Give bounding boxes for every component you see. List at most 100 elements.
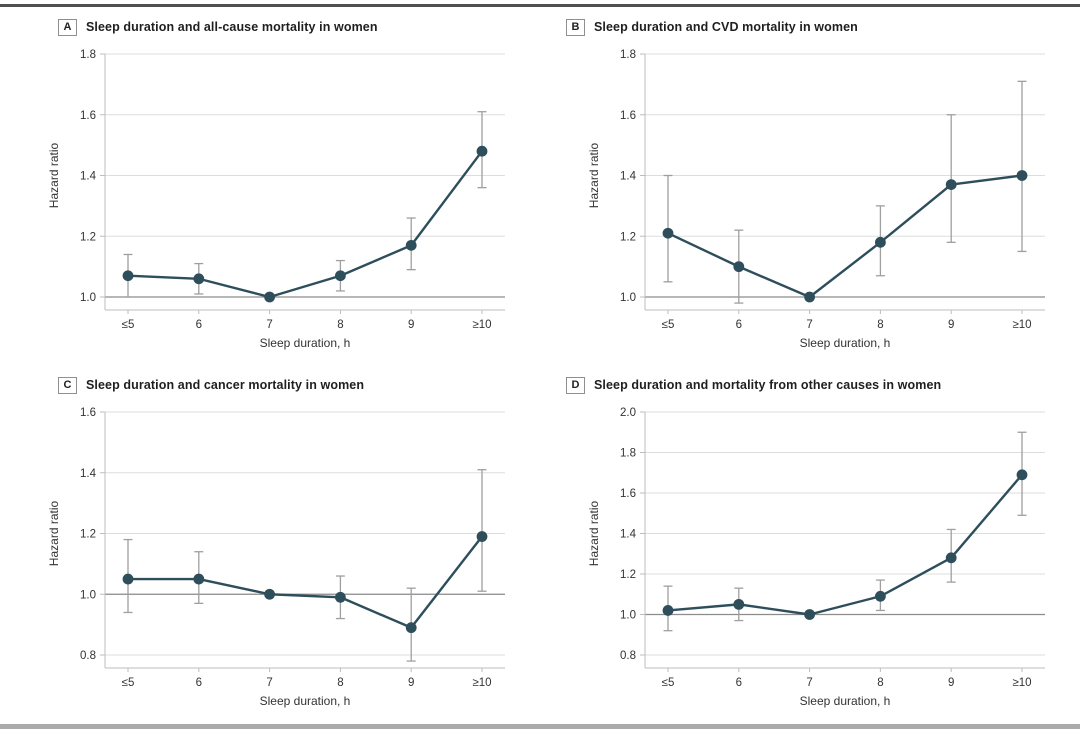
panel-a: A Sleep duration and all-cause mortality… [0,7,540,365]
y-tick-label: 1.0 [80,292,96,304]
x-tick-label: 9 [948,677,954,689]
x-axis-labels: ≤5 6 7 8 9 ≥10 [122,668,492,689]
data-point [733,261,745,273]
y-tick-label: 1.6 [80,110,96,122]
y-tick-label: 1.4 [80,171,97,183]
y-tick-label: 1.4 [620,529,637,541]
x-tick-label: 8 [337,677,343,689]
figure-bottom-rule [0,724,1080,729]
y-axis-title: Hazard ratio [47,501,61,567]
x-axis-title: Sleep duration, h [800,694,891,708]
data-point [662,605,674,616]
data-point [476,531,488,542]
data-points [662,170,1028,303]
x-tick-label: 7 [806,319,812,331]
x-tick-label: 8 [877,319,883,331]
x-axis-labels: ≤5 6 7 8 9 ≥10 [662,668,1032,689]
panel-d-label-box: D [566,376,585,394]
series-line [126,149,484,299]
data-point [804,609,815,620]
data-point [122,573,134,585]
y-axis-title: Hazard ratio [587,501,601,567]
panel-a-chart: 1.0 1.2 1.4 1.6 1.8 ≤5 6 7 8 9 ≥10 Sleep duration, … [47,49,505,350]
y-tick-label: 1.4 [620,171,637,183]
panel-a-label-box: A [58,18,77,36]
x-axis-labels: ≤5 6 7 8 9 ≥10 [662,310,1032,331]
data-point [335,591,346,603]
series-line [126,535,484,629]
gridlines: 0.8 1.0 1.2 1.4 1.6 [80,407,505,662]
panel-b: B Sleep duration and CVD mortality in wo… [540,7,1080,365]
y-tick-label: 1.2 [80,231,96,243]
data-point [804,291,815,303]
panel-d-header: D Sleep duration and mortality from othe… [566,375,1080,395]
x-tick-label: 8 [877,677,883,689]
x-tick-label: 6 [736,677,742,689]
data-point [945,179,957,191]
panel-c-label-box: C [58,376,77,394]
error-bars [663,431,1027,632]
y-tick-label: 1.6 [620,488,636,500]
data-point [405,239,417,251]
panel-b-label-box: B [566,18,585,36]
data-point [1016,469,1028,481]
panel-d: D Sleep duration and mortality from othe… [540,365,1080,723]
x-tick-label: 7 [806,677,812,689]
error-bars [123,469,487,662]
data-points [662,469,1028,620]
y-tick-label: 1.6 [620,110,636,122]
y-axis-title: Hazard ratio [587,143,601,209]
x-tick-label: 9 [408,319,414,331]
y-tick-label: 1.8 [620,49,636,61]
x-tick-label: ≥10 [472,319,491,331]
x-tick-label: ≤5 [662,319,675,331]
y-tick-label: 1.2 [620,231,636,243]
x-tick-label: 7 [266,677,272,689]
data-point [122,270,134,282]
panel-b-chart: 1.0 1.2 1.4 1.6 1.8 ≤5 6 7 8 9 ≥10 Sleep duration, … [587,49,1045,350]
x-axis-title: Sleep duration, h [260,694,351,708]
panel-d-chart: 0.8 1.0 1.2 1.4 1.6 1.8 2.0 ≤5 6 7 8 9 ≥10 Sleep dura… [587,407,1045,708]
data-points [122,531,488,634]
panel-d-title: Sleep duration and mortality from other … [594,378,942,392]
data-point [335,270,346,282]
data-point [945,552,957,564]
y-tick-label: 1.0 [620,610,636,622]
panel-c: C Sleep duration and cancer mortality in… [0,365,540,723]
panel-c-chart: 0.8 1.0 1.2 1.4 1.6 ≤5 6 7 8 9 ≥10 Sleep duration, … [47,407,505,708]
y-axis-title: Hazard ratio [47,143,61,209]
x-axis-title: Sleep duration, h [260,336,351,350]
x-tick-label: 6 [196,677,202,689]
data-point [193,273,205,285]
panel-c-title: Sleep duration and cancer mortality in w… [86,378,365,392]
data-point [264,588,275,600]
y-tick-label: 2.0 [620,407,636,419]
gridlines: 1.0 1.2 1.4 1.6 1.8 [620,49,1045,304]
gridlines: 0.8 1.0 1.2 1.4 1.6 1.8 2.0 [620,407,1045,662]
panel-b-title: Sleep duration and CVD mortality in wome… [594,20,858,34]
x-tick-label: 6 [736,319,742,331]
x-tick-label: ≤5 [662,677,675,689]
x-tick-label: ≥10 [472,677,491,689]
data-point [1016,170,1028,181]
x-tick-label: 6 [196,319,202,331]
y-tick-label: 1.2 [80,529,96,541]
y-tick-label: 0.8 [80,650,96,662]
data-point [733,598,745,610]
data-points [122,145,488,303]
x-axis-title: Sleep duration, h [800,336,891,350]
data-point [875,590,886,602]
data-point [405,622,417,634]
series-line [666,174,1024,299]
y-tick-label: 0.8 [620,650,636,662]
y-tick-label: 1.8 [80,49,96,61]
error-bars [123,111,487,298]
y-tick-label: 1.2 [620,569,636,581]
x-tick-label: 9 [948,319,954,331]
x-tick-label: 8 [337,319,343,331]
y-tick-label: 1.4 [80,468,97,480]
x-tick-label: 9 [408,677,414,689]
gridlines: 1.0 1.2 1.4 1.6 1.8 [80,49,505,304]
panel-c-header: C Sleep duration and cancer mortality in… [58,375,540,395]
data-point [662,227,674,239]
